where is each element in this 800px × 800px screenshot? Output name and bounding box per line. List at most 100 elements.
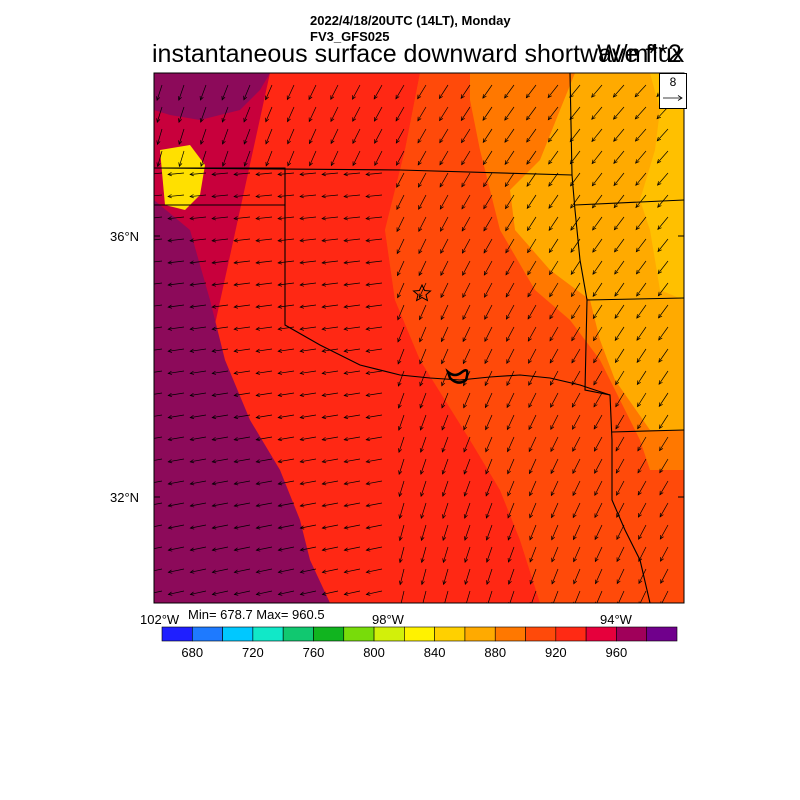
wind-arrow-icon: [167, 436, 185, 442]
colorbar-swatch: [343, 626, 375, 642]
wind-arrow-icon: [287, 150, 295, 167]
wind-arrow-icon: [507, 502, 515, 519]
vector-reference-box: 8: [659, 73, 687, 109]
wind-arrow-icon: [635, 150, 647, 164]
wind-arrow-icon: [526, 216, 537, 232]
wind-arrow-icon: [211, 436, 229, 442]
wind-arrow-icon: [594, 458, 603, 474]
wind-arrow-icon: [419, 392, 427, 409]
wind-arrow-icon: [551, 568, 559, 585]
wind-arrow-icon: [439, 106, 449, 122]
wind-arrow-icon: [299, 436, 317, 442]
wind-arrow-icon: [526, 150, 537, 165]
wind-arrow-icon: [613, 216, 625, 231]
colorbar-swatch: [555, 626, 587, 642]
wind-arrow-icon: [277, 348, 295, 353]
colorbar-swatch: [252, 626, 284, 642]
wind-arrow-icon: [484, 304, 493, 320]
wind-arrow-icon: [396, 194, 405, 211]
wind-arrow-icon: [299, 348, 317, 353]
wind-arrow-icon: [529, 480, 537, 497]
wind-arrow-icon: [418, 282, 427, 299]
wind-arrow-icon: [233, 238, 251, 243]
wind-arrow-icon: [484, 370, 493, 387]
wind-arrow-icon: [167, 568, 185, 574]
wind-arrow-icon: [594, 502, 603, 519]
wind-arrow-icon: [255, 216, 273, 221]
wind-arrow-icon: [396, 238, 405, 255]
wind-arrow-icon: [526, 128, 537, 143]
wind-arrow-icon: [442, 546, 449, 564]
wind-arrow-icon: [178, 150, 185, 168]
wind-arrow-icon: [484, 348, 493, 365]
wind-arrow-icon: [442, 524, 449, 542]
wind-arrow-icon: [233, 546, 251, 552]
wind-arrow-icon: [211, 414, 229, 420]
wind-arrow-icon: [255, 238, 273, 243]
wind-arrow-icon: [442, 502, 449, 519]
wind-arrow-icon: [321, 260, 339, 265]
wind-arrow-icon: [419, 414, 427, 431]
wind-arrow-icon: [417, 84, 427, 100]
wind-arrow-icon: [637, 480, 647, 496]
wind-arrow-icon: [504, 84, 515, 99]
wind-arrow-icon: [660, 546, 669, 562]
wind-arrow-icon: [233, 194, 251, 199]
wind-arrow-icon: [189, 238, 207, 243]
wind-arrow-icon: [330, 84, 339, 100]
wind-arrow-icon: [419, 326, 427, 343]
wind-arrow-icon: [178, 128, 185, 146]
wind-arrow-icon: [615, 458, 625, 474]
wind-arrow-icon: [189, 546, 207, 552]
colorbar-label: 880: [484, 645, 507, 660]
field-band-darkpurple-north: [154, 73, 270, 120]
wind-arrow-icon: [211, 524, 229, 530]
wind-arrow-icon: [483, 238, 493, 254]
wind-arrow-icon: [461, 128, 471, 144]
wind-arrow-icon: [255, 414, 273, 420]
wind-arrow-icon: [255, 590, 273, 596]
wind-arrow-icon: [200, 150, 207, 167]
wind-arrow-icon: [286, 84, 295, 101]
wind-arrow-icon: [167, 524, 185, 530]
wind-arrow-icon: [551, 524, 559, 541]
wind-arrow-icon: [299, 326, 317, 331]
wind-arrow-icon: [221, 84, 229, 101]
wind-arrow-icon: [277, 282, 295, 287]
wind-arrow-icon: [343, 238, 361, 243]
wind-arrow-icon: [529, 590, 537, 603]
wind-arrow-icon: [485, 502, 493, 519]
axis-ticks: [154, 235, 684, 498]
wind-arrow-icon: [396, 260, 405, 277]
wind-arrow-icon: [277, 304, 295, 309]
wind-arrow-icon: [616, 568, 625, 585]
wind-arrow-icon: [658, 348, 669, 363]
wind-arrow-icon: [211, 568, 229, 574]
colorbar-swatch: [494, 626, 526, 642]
wind-arrow-icon: [287, 128, 295, 145]
wind-arrow-icon: [548, 172, 559, 187]
wind-arrow-icon: [460, 84, 471, 99]
wind-arrow-icon: [549, 370, 559, 386]
wind-arrow-icon: [167, 216, 185, 221]
colorbar-swatch: [161, 626, 193, 642]
wind-arrow-icon: [352, 106, 361, 122]
wind-arrow-icon: [506, 348, 515, 364]
wind-arrow-icon: [591, 150, 603, 165]
field-band-darkpurple: [154, 200, 330, 603]
wind-arrow-icon: [526, 194, 537, 210]
wind-arrow-icon: [636, 370, 647, 386]
wind-arrow-icon: [417, 106, 427, 122]
wind-arrow-icon: [343, 194, 361, 199]
wind-arrow-icon: [527, 260, 537, 276]
wind-arrow-icon: [418, 194, 427, 210]
wind-arrow-icon: [570, 216, 581, 231]
wind-arrow-icon: [659, 436, 669, 452]
wind-arrow-icon: [397, 392, 405, 409]
wind-arrow-icon: [592, 238, 603, 253]
wind-arrow-icon: [277, 260, 295, 265]
wind-arrow-icon: [593, 414, 603, 430]
colorbar-label: 760: [302, 645, 325, 660]
wind-arrow-icon: [211, 260, 229, 265]
wind-arrow-icon: [189, 172, 207, 177]
